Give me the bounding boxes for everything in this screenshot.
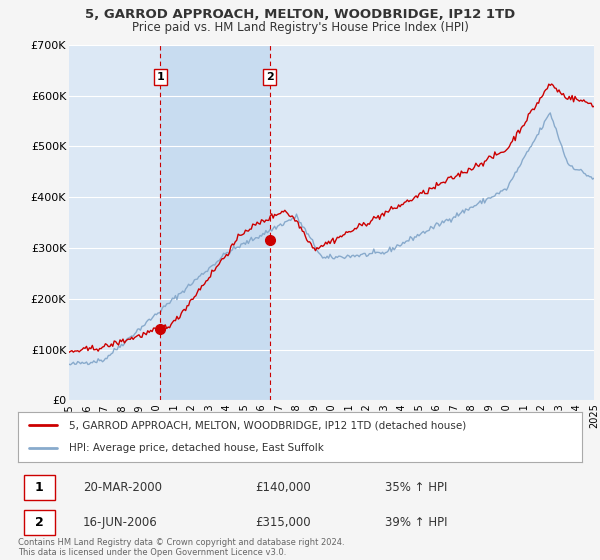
Text: 16-JUN-2006: 16-JUN-2006	[83, 516, 158, 529]
Text: 35% ↑ HPI: 35% ↑ HPI	[385, 480, 447, 494]
Text: £140,000: £140,000	[255, 480, 311, 494]
Text: 1: 1	[157, 72, 164, 82]
FancyBboxPatch shape	[23, 510, 55, 535]
Text: 5, GARROD APPROACH, MELTON, WOODBRIDGE, IP12 1TD (detached house): 5, GARROD APPROACH, MELTON, WOODBRIDGE, …	[69, 420, 466, 430]
Text: Price paid vs. HM Land Registry's House Price Index (HPI): Price paid vs. HM Land Registry's House …	[131, 21, 469, 34]
Bar	[160, 45, 269, 400]
FancyBboxPatch shape	[23, 475, 55, 500]
Text: 2: 2	[266, 72, 274, 82]
Text: HPI: Average price, detached house, East Suffolk: HPI: Average price, detached house, East…	[69, 444, 323, 454]
Text: 39% ↑ HPI: 39% ↑ HPI	[385, 516, 447, 529]
Text: 1: 1	[35, 480, 44, 494]
Text: Contains HM Land Registry data © Crown copyright and database right 2024.
This d: Contains HM Land Registry data © Crown c…	[18, 538, 344, 557]
Text: £315,000: £315,000	[255, 516, 311, 529]
Text: 20-MAR-2000: 20-MAR-2000	[83, 480, 162, 494]
Text: 5, GARROD APPROACH, MELTON, WOODBRIDGE, IP12 1TD: 5, GARROD APPROACH, MELTON, WOODBRIDGE, …	[85, 8, 515, 21]
Text: 2: 2	[35, 516, 44, 529]
